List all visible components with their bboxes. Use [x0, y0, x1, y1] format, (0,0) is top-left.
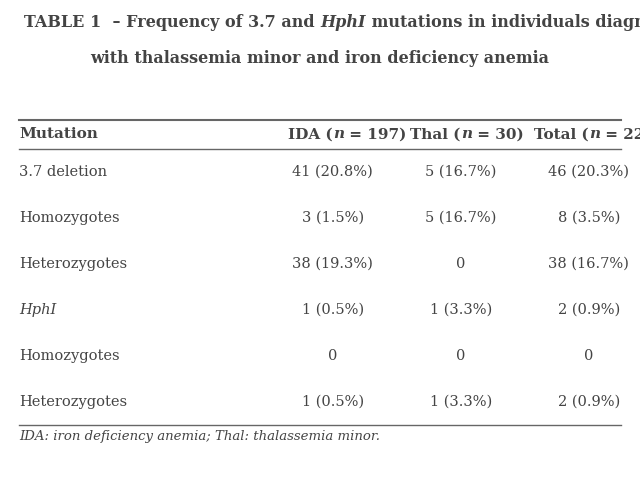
Text: n: n: [333, 127, 344, 142]
Text: Total (: Total (: [534, 127, 589, 142]
Text: 0: 0: [456, 257, 465, 271]
Text: with thalassemia minor and iron deficiency anemia: with thalassemia minor and iron deficien…: [90, 50, 550, 67]
Text: IDA (: IDA (: [288, 127, 333, 142]
Text: HphI: HphI: [320, 14, 365, 31]
Text: Homozygotes: Homozygotes: [19, 211, 120, 225]
Text: 0: 0: [328, 349, 337, 363]
Text: n: n: [589, 127, 600, 142]
Text: 3.7 deletion: 3.7 deletion: [19, 165, 108, 179]
Text: = 227): = 227): [600, 127, 640, 142]
Text: 38 (19.3%): 38 (19.3%): [292, 257, 373, 271]
Text: 41 (20.8%): 41 (20.8%): [292, 165, 373, 179]
Text: Homozygotes: Homozygotes: [19, 349, 120, 363]
Text: 46 (20.3%): 46 (20.3%): [548, 165, 629, 179]
Text: 1 (3.3%): 1 (3.3%): [429, 303, 492, 317]
Text: 38 (16.7%): 38 (16.7%): [548, 257, 629, 271]
Text: 2 (0.9%): 2 (0.9%): [557, 303, 620, 317]
Text: 2 (0.9%): 2 (0.9%): [557, 395, 620, 409]
Text: Mutation: Mutation: [19, 127, 98, 142]
Text: 0: 0: [456, 349, 465, 363]
Text: 0: 0: [584, 349, 593, 363]
Text: IDA: iron deficiency anemia; Thal: thalassemia minor.: IDA: iron deficiency anemia; Thal: thala…: [19, 430, 380, 443]
Text: 1 (0.5%): 1 (0.5%): [301, 303, 364, 317]
Text: 1 (0.5%): 1 (0.5%): [301, 395, 364, 409]
Text: 5 (16.7%): 5 (16.7%): [425, 211, 497, 225]
Text: 1 (3.3%): 1 (3.3%): [429, 395, 492, 409]
Text: mutations in individuals diagnosed: mutations in individuals diagnosed: [365, 14, 640, 31]
Text: 8 (3.5%): 8 (3.5%): [557, 211, 620, 225]
Text: Thal (: Thal (: [410, 127, 461, 142]
Text: = 197): = 197): [344, 127, 406, 142]
Text: HphI: HphI: [19, 303, 56, 317]
Text: TABLE 1  – Frequency of 3.7 and: TABLE 1 – Frequency of 3.7 and: [24, 14, 320, 31]
Text: 3 (1.5%): 3 (1.5%): [301, 211, 364, 225]
Text: n: n: [461, 127, 472, 142]
Text: Heterozygotes: Heterozygotes: [19, 257, 127, 271]
Text: 5 (16.7%): 5 (16.7%): [425, 165, 497, 179]
Text: Heterozygotes: Heterozygotes: [19, 395, 127, 409]
Text: = 30): = 30): [472, 127, 524, 142]
